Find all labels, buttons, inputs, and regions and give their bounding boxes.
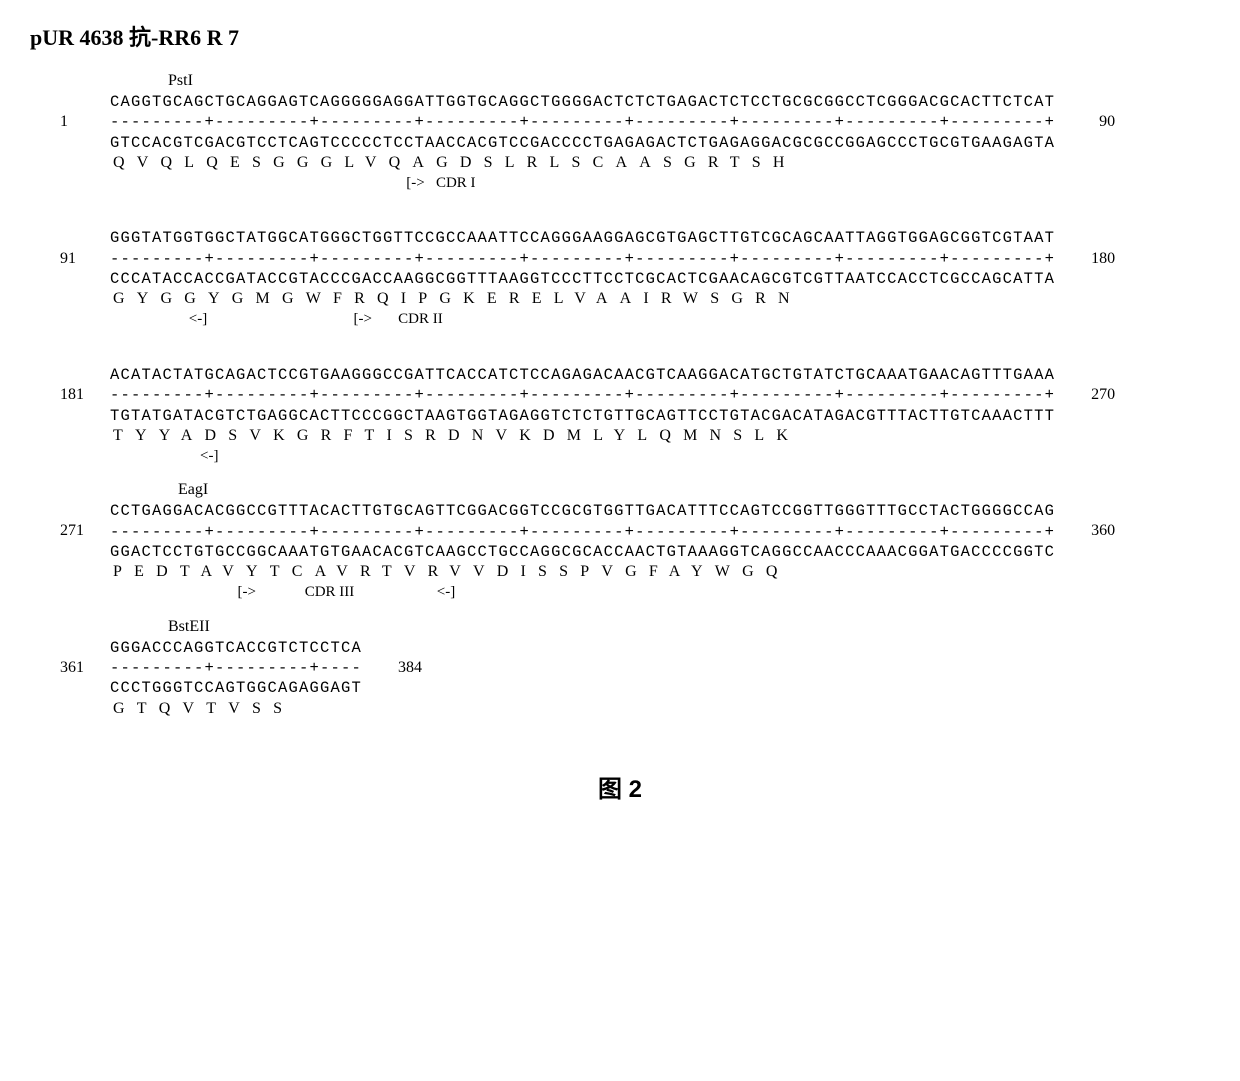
position-end: 270 — [1055, 385, 1115, 406]
sequence-block: GGGTATGGTGGCTATGGCATGGGCTGGTTCCGCCAAATTC… — [60, 228, 1210, 329]
sequence-block: ACATACTATGCAGACTCCGTGAAGGGCCGATTCACCATCT… — [60, 365, 1210, 466]
top-strand: ACATACTATGCAGACTCCGTGAAGGGCCGATTCACCATCT… — [110, 365, 1055, 385]
restriction-site-label: PstI — [168, 72, 193, 90]
bottom-strand: CCCATACCACCGATACCGTACCCGACCAAGGCGGTTTAAG… — [110, 269, 1055, 289]
bottom-strand: TGTATGATACGTCTGAGGCACTTCCCGGCTAAGTGGTAGA… — [110, 406, 1055, 426]
sequence-block: PstI CAGGTGCAGCTGCAGGAGTCAGGGGGAGGATTGGT… — [60, 92, 1210, 193]
position-start: 181 — [60, 385, 110, 406]
amino-acid-seq: PEDTAVYTCAVRTVRVVDISSPVGFAYWGQ — [110, 562, 790, 583]
position-end: 384 — [362, 658, 422, 679]
sequence-block: BstEII GGGACCCAGGTCACCGTCTCCTCA 361 ----… — [60, 638, 1210, 720]
figure-label: 图 2 — [30, 769, 1210, 804]
position-end: 90 — [1055, 112, 1115, 133]
sequence-title: pUR 4638 抗-RR6 R 7 — [30, 20, 1210, 52]
amino-acid-seq: GYGGYGMGWFRQIPGKERELVAAIRWSGRN — [110, 289, 802, 310]
position-start: 361 — [60, 658, 110, 679]
bottom-strand: GTCCACGTCGACGTCCTCAGTCCCCCTCCTAACCACGTCC… — [110, 133, 1055, 153]
cdr-annotation: [-> CDR III <-] — [110, 583, 455, 603]
cdr-annotation: <-] — [110, 447, 218, 467]
bottom-strand: GGACTCCTGTGCCGGCAAATGTGAACACGTCAAGCCTGCC… — [110, 542, 1055, 562]
ruler: ---------+---------+---------+---------+… — [110, 522, 1055, 542]
sequence-container: PstI CAGGTGCAGCTGCAGGAGTCAGGGGGAGGATTGGT… — [60, 92, 1210, 719]
bottom-strand: CCCTGGGTCCAGTGGCAGAGGAGT — [110, 678, 362, 698]
amino-acid-seq: TYYADSVKGRFTISRDNVKDMLYLQMNSLK — [110, 426, 800, 447]
ruler: ---------+---------+---- — [110, 658, 362, 678]
ruler: ---------+---------+---------+---------+… — [110, 249, 1055, 269]
top-strand: GGGACCCAGGTCACCGTCTCCTCA — [110, 638, 362, 658]
amino-acid-seq: QVQLQESGGGLVQAGDSLRLSCAASGRTSH — [110, 153, 797, 174]
top-strand: CCTGAGGACACGGCCGTTTACACTTGTGCAGTTCGGACGG… — [110, 501, 1055, 521]
position-start: 91 — [60, 249, 110, 270]
restriction-site-label: EagI — [178, 481, 208, 499]
position-end: 360 — [1055, 521, 1115, 542]
cdr-annotation: [-> CDR I — [110, 174, 476, 194]
top-strand: CAGGTGCAGCTGCAGGAGTCAGGGGGAGGATTGGTGCAGG… — [110, 92, 1055, 112]
ruler: ---------+---------+---------+---------+… — [110, 112, 1055, 132]
sequence-block: EagI CCTGAGGACACGGCCGTTTACACTTGTGCAGTTCG… — [60, 501, 1210, 602]
position-start: 271 — [60, 521, 110, 542]
position-start: 1 — [60, 112, 110, 133]
cdr-annotation: <-] [-> CDR II — [110, 310, 443, 330]
position-end: 180 — [1055, 249, 1115, 270]
ruler: ---------+---------+---------+---------+… — [110, 385, 1055, 405]
top-strand: GGGTATGGTGGCTATGGCATGGGCTGGTTCCGCCAAATTC… — [110, 228, 1055, 248]
amino-acid-seq: GTQVTVSS — [110, 699, 294, 720]
restriction-site-label: BstEII — [168, 618, 210, 636]
